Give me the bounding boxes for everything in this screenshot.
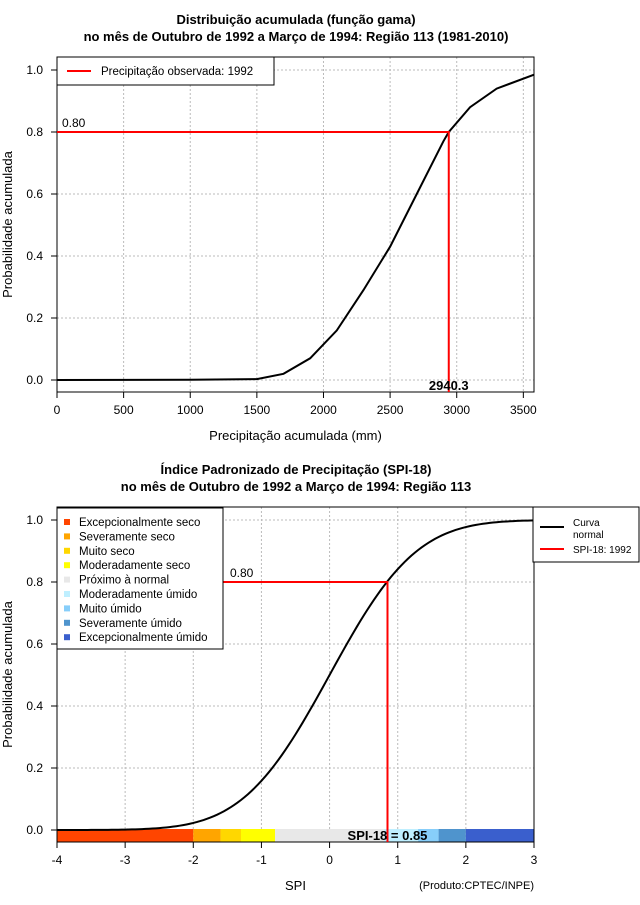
- legend-marker-icon: [64, 576, 70, 583]
- spi-class-bar: [275, 829, 385, 842]
- legend-marker-icon: [64, 605, 70, 612]
- spi-class-bar: [220, 829, 241, 842]
- x-tick-label: 500: [114, 403, 134, 417]
- legend-label: Moderadamente úmido: [79, 589, 197, 601]
- legend-label: Muito úmido: [79, 603, 142, 615]
- x-tick-label: -3: [120, 853, 131, 867]
- y-axis-label: Probabilidade acumulada: [0, 600, 15, 747]
- legend-label: Moderadamente seco: [79, 560, 190, 572]
- y-tick-label: 0.8: [26, 575, 43, 589]
- x-tick-label: 3: [531, 853, 538, 867]
- legend-marker-icon: [64, 562, 70, 569]
- spi-value-label: SPI-18 = 0.85: [348, 828, 428, 843]
- cdf-curve: [56, 519, 535, 831]
- legend-label: normal: [573, 530, 604, 541]
- spi-class-bar: [57, 829, 194, 842]
- x-tick-label: 0: [54, 403, 61, 417]
- spi-class-bar: [384, 829, 419, 842]
- legend-marker-icon: [64, 547, 70, 554]
- y-tick-label: 0.0: [26, 823, 43, 837]
- chart-panel-1: Distribuição acumulada (função gama) no m…: [0, 12, 537, 443]
- spi-class-bar: [418, 829, 439, 842]
- chart-title: no mês de Outubro de 1992 a Março de 199…: [121, 479, 471, 494]
- spi-class-bar: [240, 829, 276, 842]
- x-tick-label: 3000: [443, 403, 470, 417]
- x-tick-label: 0: [326, 853, 333, 867]
- observed-value-label: 2940.3: [429, 378, 469, 393]
- legend-marker-icon: [64, 533, 70, 540]
- y-observed-label: 0.80: [230, 566, 254, 580]
- chart-title: no mês de Outubro de 1992 a Março de 199…: [84, 29, 509, 44]
- y-tick-label: 0.0: [26, 373, 43, 387]
- legend-label: Próximo à normal: [79, 575, 169, 587]
- spi-class-bar: [193, 829, 221, 842]
- legend: Precipitação observada: 1992: [56, 56, 275, 86]
- x-tick-label: 2: [463, 853, 470, 867]
- legend-box: [56, 56, 275, 86]
- chart-panel-2: Índice Padronizado de Precipitação (SPI-…: [0, 462, 640, 893]
- class-legend: Excepcionalmente seco Severamente seco Mui…: [56, 507, 224, 650]
- y-tick-label: 1.0: [26, 63, 43, 77]
- y-tick-label: 0.8: [26, 125, 43, 139]
- legend-label: Muito seco: [79, 546, 135, 558]
- credit-text: (Produto:CPTEC/INPE): [419, 880, 534, 892]
- x-tick-label: -4: [52, 853, 63, 867]
- chart-title: Distribuição acumulada (função gama): [176, 12, 415, 27]
- x-tick-label: -1: [256, 853, 267, 867]
- x-tick-label: 3500: [510, 403, 537, 417]
- legend-box: [532, 506, 640, 563]
- y-tick-label: 0.2: [26, 311, 43, 325]
- x-tick-label: 2500: [377, 403, 404, 417]
- legend-box: [56, 507, 224, 650]
- x-axis-label: Precipitação acumulada (mm): [209, 428, 382, 443]
- legend-marker-icon: [64, 619, 70, 626]
- y-tick-label: 0.4: [26, 249, 43, 263]
- legend-label: Curva: [573, 518, 600, 529]
- x-tick-label: 2000: [310, 403, 337, 417]
- legend-marker-icon: [64, 591, 70, 597]
- y-tick-label: 0.6: [26, 187, 43, 201]
- cdf-curve: [56, 73, 535, 381]
- chart-title: Índice Padronizado de Precipitação (SPI-…: [161, 462, 432, 477]
- legend-marker-icon: [64, 634, 70, 641]
- x-tick-label: 1500: [244, 403, 271, 417]
- legend-label: Severamente úmido: [79, 618, 182, 630]
- spi-class-bar: [465, 829, 534, 842]
- y-tick-label: 0.4: [26, 699, 43, 713]
- legend-label: Severamente seco: [79, 531, 175, 543]
- legend-label: Excepcionalmente úmido: [79, 632, 208, 644]
- plot-frame: [56, 56, 535, 393]
- y-observed-label: 0.80: [62, 116, 86, 130]
- x-tick-label: 1: [394, 853, 401, 867]
- y-tick-label: 0.2: [26, 761, 43, 775]
- spi-class-bar: [438, 829, 466, 842]
- legend-marker-icon: [64, 519, 70, 525]
- x-tick-label: -2: [188, 853, 199, 867]
- legend-label: Precipitação observada: 1992: [101, 66, 253, 78]
- x-tick-label: 1000: [177, 403, 204, 417]
- observed-line: [57, 131, 450, 392]
- y-axis-label: Probabilidade acumulada: [0, 150, 15, 297]
- legend-label: Excepcionalmente seco: [79, 517, 200, 529]
- plot-frame: [56, 506, 535, 843]
- y-tick-label: 0.6: [26, 637, 43, 651]
- x-axis-label: SPI: [285, 878, 306, 893]
- legend-label: SPI-18: 1992: [573, 545, 632, 556]
- y-tick-label: 1.0: [26, 513, 43, 527]
